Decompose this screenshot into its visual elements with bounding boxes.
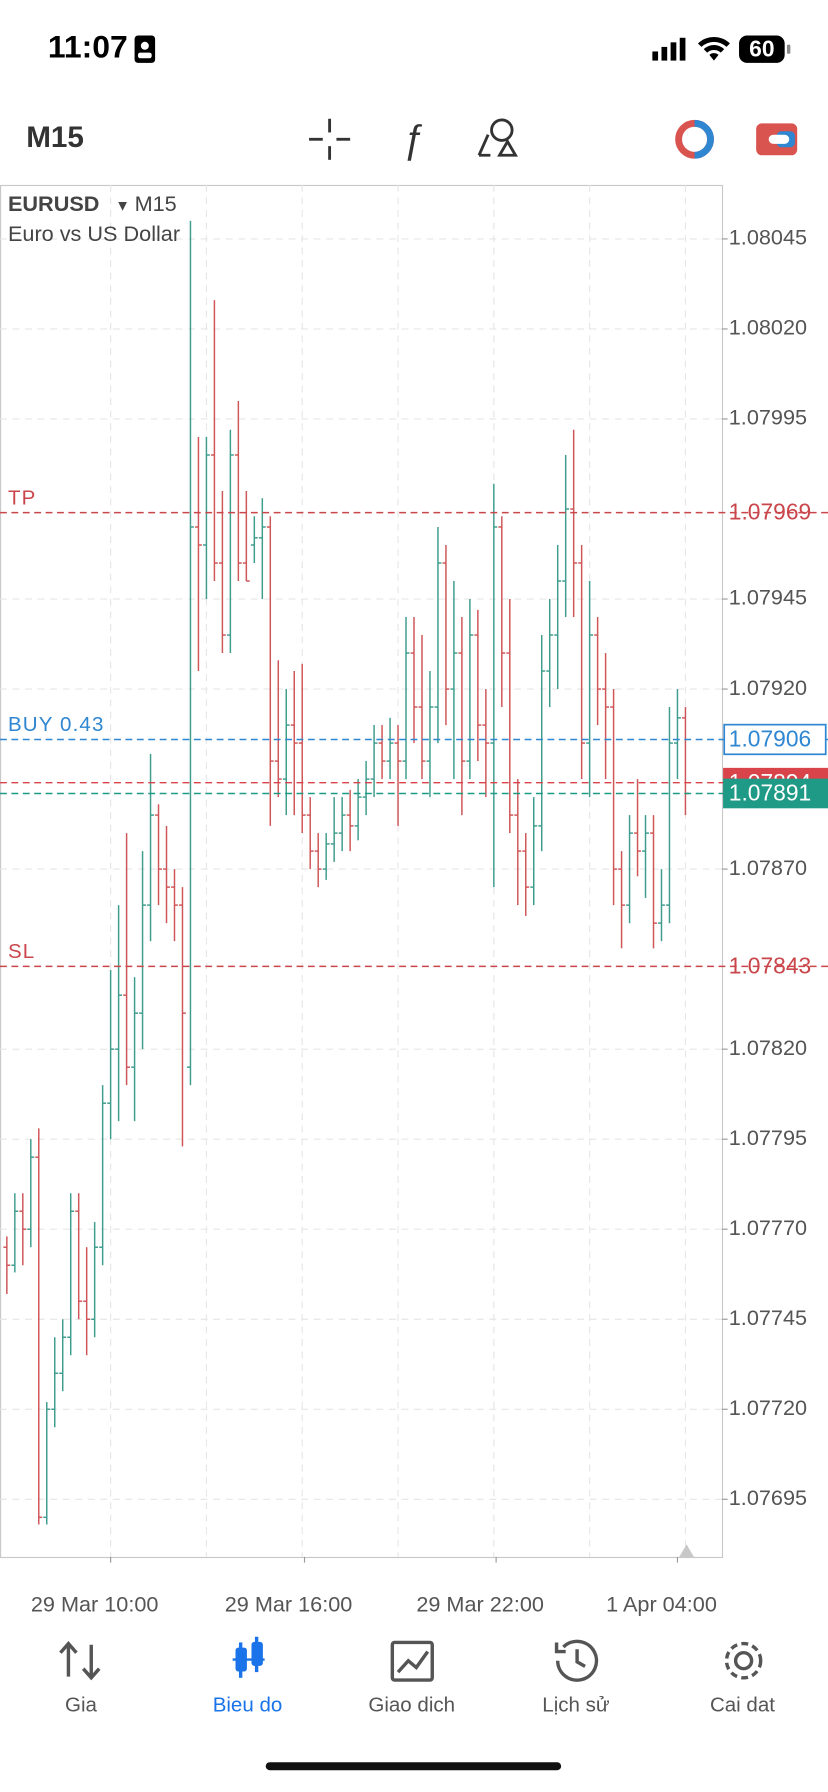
price-level-name: TP bbox=[8, 486, 37, 509]
symbol-description: Euro vs US Dollar bbox=[8, 221, 180, 246]
nav-label[interactable]: Lịch sử bbox=[542, 1694, 610, 1717]
y-tick-label: 1.07870 bbox=[729, 855, 807, 880]
status-time: 11:07 bbox=[48, 29, 128, 65]
y-tick-label: 1.07745 bbox=[729, 1305, 807, 1330]
nav-label[interactable]: Giao dich bbox=[368, 1694, 455, 1717]
account-button[interactable] bbox=[756, 123, 798, 156]
symbol-dropdown[interactable]: ▼ bbox=[115, 198, 130, 214]
nav-label[interactable]: Bieu do bbox=[213, 1694, 283, 1717]
home-indicator bbox=[265, 1762, 562, 1771]
price-box bbox=[723, 723, 827, 756]
price-level-name: BUY 0.43 bbox=[8, 713, 105, 736]
y-tick-label: 1.07795 bbox=[729, 1125, 807, 1150]
x-tick-label: 29 Mar 22:00 bbox=[416, 1592, 544, 1617]
symbol[interactable]: EURUSD bbox=[8, 191, 99, 216]
price-box bbox=[723, 778, 828, 809]
nav-label[interactable]: Gia bbox=[65, 1694, 98, 1717]
y-tick-label: 1.07720 bbox=[729, 1395, 807, 1420]
nav-label[interactable]: Cai dat bbox=[710, 1694, 775, 1717]
x-tick-label: 1 Apr 04:00 bbox=[606, 1592, 717, 1617]
chart-timeframe: M15 bbox=[135, 191, 177, 216]
y-tick-label: 1.07695 bbox=[729, 1485, 807, 1510]
y-tick-label: 1.07770 bbox=[729, 1215, 807, 1240]
y-tick-label: 1.08045 bbox=[729, 225, 807, 250]
battery-level: 60 bbox=[749, 35, 774, 61]
x-tick-label: 29 Mar 10:00 bbox=[31, 1592, 159, 1617]
y-tick-label: 1.07995 bbox=[729, 405, 807, 430]
objects-button[interactable] bbox=[477, 118, 518, 157]
timeframe-button[interactable]: M15 bbox=[26, 121, 84, 154]
scroll-marker bbox=[678, 1544, 695, 1559]
y-tick-label: 1.07945 bbox=[729, 585, 807, 610]
chart-frame bbox=[0, 184, 724, 1559]
indicators-button[interactable]: ƒ bbox=[402, 118, 424, 162]
price-level-label: 1.07843 bbox=[729, 952, 811, 978]
status-icons bbox=[134, 35, 791, 63]
price-level-label: 1.07969 bbox=[729, 499, 811, 525]
y-tick-label: 1.07920 bbox=[729, 675, 807, 700]
nav-icons bbox=[59, 1636, 763, 1682]
crosshair-button[interactable] bbox=[309, 118, 351, 160]
y-tick-label: 1.08020 bbox=[729, 315, 807, 340]
y-tick-label: 1.07820 bbox=[729, 1035, 807, 1060]
x-tick-label: 29 Mar 16:00 bbox=[225, 1592, 353, 1617]
trade-toggle[interactable] bbox=[675, 119, 714, 159]
plot-area bbox=[0, 184, 828, 1563]
price-level-label: 1.07891 bbox=[729, 780, 811, 806]
price-level-name: SL bbox=[8, 940, 35, 963]
price-level-label: 1.07906 bbox=[729, 726, 811, 752]
